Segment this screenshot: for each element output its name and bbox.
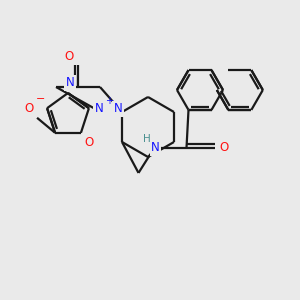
Text: O: O [220, 141, 229, 154]
Text: N: N [66, 76, 74, 89]
Text: O: O [84, 136, 94, 149]
Text: N: N [114, 103, 122, 116]
Text: O: O [24, 102, 34, 115]
Text: +: + [105, 96, 113, 106]
Text: −: − [35, 94, 45, 104]
Text: N: N [151, 141, 160, 154]
Text: O: O [64, 50, 74, 62]
Text: N: N [94, 102, 103, 115]
Text: H: H [142, 134, 150, 144]
